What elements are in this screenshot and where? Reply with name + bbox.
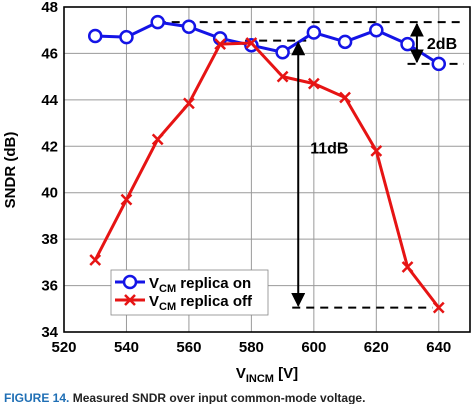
x-tick-label: 540 — [114, 339, 139, 356]
data-point — [337, 34, 353, 50]
annotation-2db: 2dB — [427, 36, 457, 53]
x-tick-label: 620 — [364, 339, 389, 356]
data-point — [275, 45, 290, 60]
data-point — [339, 91, 351, 104]
x-tick-labels: 520 540 560 580 600 620 640 — [51, 339, 451, 356]
legend-box — [110, 269, 269, 316]
figure-caption: FIGURE 14. Measured SNDR over input comm… — [4, 391, 470, 404]
data-point — [87, 28, 103, 44]
data-point — [432, 301, 445, 314]
y-tick-label: 40 — [41, 185, 58, 202]
y-tick-label: 48 — [41, 0, 58, 16]
legend-label-replica-off: VCM replica off — [149, 293, 253, 313]
data-point — [245, 37, 258, 49]
data-point — [151, 133, 164, 146]
data-point — [401, 261, 414, 273]
data-point — [183, 97, 195, 110]
data-point — [370, 145, 383, 157]
data-point — [431, 56, 447, 72]
y-tick-label: 36 — [41, 278, 58, 295]
data-point — [307, 77, 320, 90]
figure-label: FIGURE 14. — [4, 391, 70, 404]
data-point — [150, 14, 165, 30]
caption-text: Measured SNDR over input common-mode vol… — [69, 391, 366, 404]
data-point — [306, 25, 322, 40]
y-tick-label: 46 — [41, 45, 58, 62]
y-tick-label: 42 — [41, 138, 58, 155]
data-point — [214, 38, 227, 51]
legend-marker-replica-on — [122, 274, 138, 290]
data-point — [89, 254, 102, 266]
data-point — [276, 70, 289, 83]
x-tick-label: 640 — [426, 339, 451, 356]
x-axis-title: VINCM [V] — [236, 365, 298, 385]
data-point — [120, 193, 133, 206]
sndr-chart: 520 540 560 580 600 620 640 34 36 38 40 42 44 46 48 V… — [2, 0, 471, 385]
data-point — [181, 19, 197, 34]
series-line-1 — [93, 41, 440, 309]
data-point — [119, 29, 134, 45]
annotation-11db: 11dB — [310, 140, 348, 157]
data-point — [369, 22, 384, 38]
legend-entry-replica-off: VCM replica off — [115, 293, 253, 313]
x-tick-label: 600 — [301, 339, 326, 356]
data-point — [400, 36, 415, 52]
y-tick-label: 34 — [41, 324, 58, 341]
y-tick-label: 44 — [41, 92, 58, 109]
legend: VCM replica on VCM replica off — [110, 269, 269, 316]
legend-label-replica-on: VCM replica on — [149, 275, 251, 295]
x-tick-label: 580 — [239, 339, 264, 356]
legend-marker-replica-off — [124, 294, 136, 306]
x-tick-label: 560 — [176, 339, 201, 356]
x-tick-label: 520 — [51, 339, 76, 356]
y-tick-labels: 34 36 38 40 42 44 46 48 — [41, 0, 58, 341]
y-axis-title: SNDR (dB) — [2, 132, 19, 209]
plot-frame — [63, 6, 471, 333]
y-tick-label: 38 — [41, 231, 58, 248]
legend-entry-replica-on: VCM replica on — [115, 274, 251, 295]
series-group — [87, 14, 447, 314]
annotations: 2dB 11dB — [291, 22, 457, 308]
